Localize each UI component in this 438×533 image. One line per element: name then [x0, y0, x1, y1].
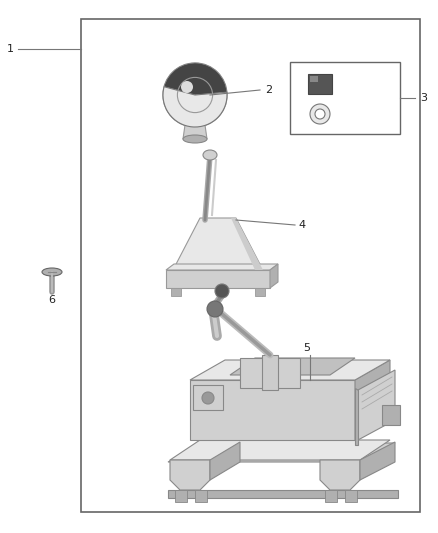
Bar [310, 76, 318, 82]
Polygon shape [270, 264, 278, 288]
Circle shape [315, 109, 325, 119]
Bar [168, 490, 398, 498]
Polygon shape [190, 360, 390, 380]
Polygon shape [190, 380, 355, 440]
Polygon shape [230, 358, 355, 375]
Bar [240, 358, 300, 388]
Ellipse shape [203, 150, 217, 160]
Wedge shape [163, 87, 227, 127]
Ellipse shape [183, 135, 207, 143]
Bar [345, 490, 357, 502]
Polygon shape [231, 218, 263, 270]
Text: 2: 2 [265, 85, 272, 95]
Circle shape [181, 81, 193, 93]
Circle shape [202, 392, 214, 404]
Polygon shape [170, 460, 210, 490]
Polygon shape [166, 264, 278, 270]
Bar [262, 355, 278, 390]
Bar [325, 490, 337, 502]
Polygon shape [170, 440, 390, 460]
Ellipse shape [42, 268, 62, 276]
Bar [195, 490, 207, 502]
Wedge shape [164, 63, 227, 95]
Bar [193, 385, 223, 410]
Bar [255, 288, 265, 296]
Text: 6: 6 [49, 295, 56, 305]
Text: 1: 1 [7, 44, 14, 54]
Bar [175, 490, 187, 502]
Circle shape [207, 301, 223, 317]
Bar [81, 19, 420, 512]
Bar [382, 405, 400, 425]
Polygon shape [358, 370, 395, 440]
Polygon shape [183, 125, 207, 139]
Polygon shape [355, 360, 390, 440]
Polygon shape [173, 218, 263, 270]
Circle shape [163, 63, 227, 127]
Bar [166, 270, 270, 288]
Bar [308, 74, 332, 94]
Circle shape [215, 284, 229, 298]
Bar [171, 288, 181, 296]
Polygon shape [355, 388, 358, 445]
Polygon shape [360, 442, 395, 480]
Text: 5: 5 [304, 343, 311, 353]
Text: 3: 3 [420, 93, 427, 103]
Bar [290, 62, 400, 134]
Circle shape [310, 104, 330, 124]
Polygon shape [210, 442, 240, 480]
Polygon shape [320, 460, 360, 490]
Text: 4: 4 [298, 220, 305, 230]
Polygon shape [168, 443, 395, 462]
